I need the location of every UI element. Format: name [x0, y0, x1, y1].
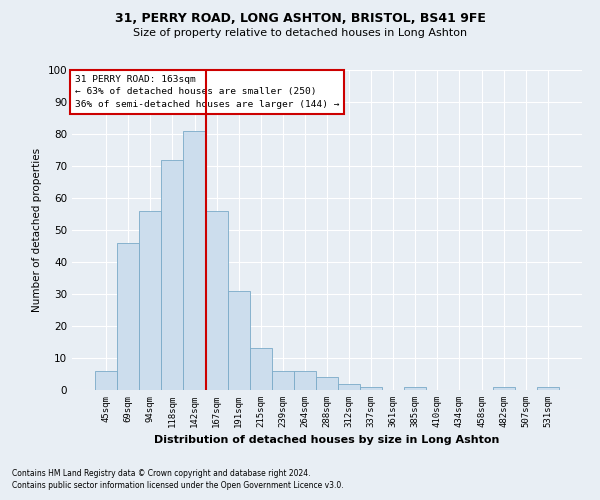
Y-axis label: Number of detached properties: Number of detached properties: [32, 148, 42, 312]
Bar: [404, 387, 427, 390]
Bar: [139, 211, 161, 390]
Text: Contains HM Land Registry data © Crown copyright and database right 2024.: Contains HM Land Registry data © Crown c…: [12, 468, 311, 477]
Bar: [184, 131, 206, 390]
Text: 31 PERRY ROAD: 163sqm
← 63% of detached houses are smaller (250)
36% of semi-det: 31 PERRY ROAD: 163sqm ← 63% of detached …: [74, 75, 339, 109]
Bar: [117, 243, 139, 390]
Bar: [316, 377, 338, 390]
Text: 31, PERRY ROAD, LONG ASHTON, BRISTOL, BS41 9FE: 31, PERRY ROAD, LONG ASHTON, BRISTOL, BS…: [115, 12, 485, 26]
Bar: [338, 384, 360, 390]
Bar: [493, 387, 515, 390]
Text: Contains public sector information licensed under the Open Government Licence v3: Contains public sector information licen…: [12, 481, 344, 490]
Text: Size of property relative to detached houses in Long Ashton: Size of property relative to detached ho…: [133, 28, 467, 38]
Bar: [360, 387, 382, 390]
X-axis label: Distribution of detached houses by size in Long Ashton: Distribution of detached houses by size …: [154, 436, 500, 446]
Bar: [95, 371, 117, 390]
Bar: [294, 371, 316, 390]
Bar: [537, 387, 559, 390]
Bar: [250, 348, 272, 390]
Bar: [161, 160, 184, 390]
Bar: [227, 291, 250, 390]
Bar: [272, 371, 294, 390]
Bar: [206, 211, 227, 390]
